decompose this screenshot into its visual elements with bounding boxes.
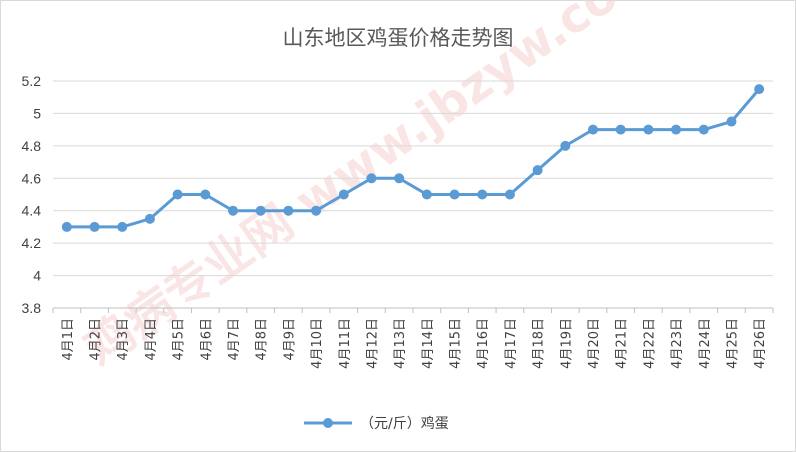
x-tick-label: 4月26日 <box>753 318 768 369</box>
data-point <box>477 189 488 200</box>
x-tick-label: 4月14日 <box>421 318 436 369</box>
data-point <box>588 124 598 135</box>
data-point <box>255 205 266 216</box>
data-point <box>89 221 100 232</box>
x-tick-label: 4月11日 <box>338 318 353 369</box>
y-tick-label: 4.2 <box>22 235 42 251</box>
x-tick-label: 4月22日 <box>642 318 657 369</box>
x-tick-label: 4月23日 <box>670 318 685 369</box>
data-point <box>228 205 238 216</box>
x-axis <box>52 307 774 313</box>
series-line-eggs <box>61 84 765 232</box>
legend-marker <box>323 418 333 428</box>
x-tick-label: 4月15日 <box>449 318 464 369</box>
x-tick-label: 4月16日 <box>476 318 491 369</box>
x-tick-label: 4月5日 <box>172 318 187 361</box>
y-tick-label: 4.8 <box>22 138 42 154</box>
grid-lines <box>53 80 773 277</box>
y-tick-label: 4.4 <box>22 203 42 219</box>
data-point <box>421 189 432 200</box>
x-tick-label: 4月13日 <box>393 318 408 369</box>
data-point <box>311 205 322 216</box>
x-tick-label: 4月10日 <box>310 318 325 369</box>
data-point <box>366 173 377 184</box>
data-point <box>172 189 183 200</box>
x-tick-label: 4月25日 <box>725 318 740 369</box>
x-tick-label: 4月4日 <box>144 318 159 361</box>
data-point <box>643 124 654 135</box>
data-point <box>754 84 765 95</box>
legend-label: （元/斤）鸡蛋 <box>360 415 449 432</box>
data-point <box>671 124 682 135</box>
y-tick-label: 5 <box>33 105 41 121</box>
data-point <box>615 124 626 135</box>
x-tick-label: 4月19日 <box>559 318 574 369</box>
x-tick-label: 4月2日 <box>89 318 104 361</box>
data-point <box>394 173 405 184</box>
data-point <box>61 221 72 232</box>
data-point <box>117 221 128 232</box>
y-tick-label: 3.8 <box>22 300 42 316</box>
data-point <box>283 205 294 216</box>
y-tick-label: 4.6 <box>22 170 42 186</box>
x-tick-label: 4月8日 <box>255 318 270 361</box>
data-point <box>200 189 211 200</box>
legend: （元/斤）鸡蛋 <box>304 415 449 432</box>
x-tick-label: 4月17日 <box>504 318 519 369</box>
x-axis-labels: 4月1日 4月2日 4月3日 4月4日 4月5日 4月6日 4月7日 4月8日 4月9日 4月10… <box>61 318 768 369</box>
x-tick-label: 4月6日 <box>199 318 214 361</box>
y-tick-label: 5.2 <box>22 73 42 89</box>
data-point <box>449 189 460 200</box>
x-tick-label: 4月12日 <box>365 318 380 369</box>
x-tick-label: 4月3日 <box>116 318 131 361</box>
data-point <box>144 213 155 224</box>
y-axis-labels: 3.8 4 4.2 4.4 4.6 4.8 5 5.2 <box>22 73 42 316</box>
chart-title: 山东地区鸡蛋价格走势图 <box>283 26 514 50</box>
data-point <box>698 124 709 135</box>
x-tick-label: 4月20日 <box>587 318 602 369</box>
data-point <box>726 116 737 127</box>
x-tick-label: 4月1日 <box>61 318 76 361</box>
data-point <box>504 189 515 200</box>
x-tick-label: 4月18日 <box>532 318 547 369</box>
y-tick-label: 4 <box>33 268 41 284</box>
x-tick-label: 4月7日 <box>227 318 242 361</box>
x-tick-label: 4月21日 <box>615 318 630 369</box>
data-point <box>532 165 543 176</box>
data-point <box>338 189 349 200</box>
x-tick-label: 4月9日 <box>282 318 297 361</box>
data-point <box>560 140 571 151</box>
x-tick-label: 4月24日 <box>698 318 713 369</box>
